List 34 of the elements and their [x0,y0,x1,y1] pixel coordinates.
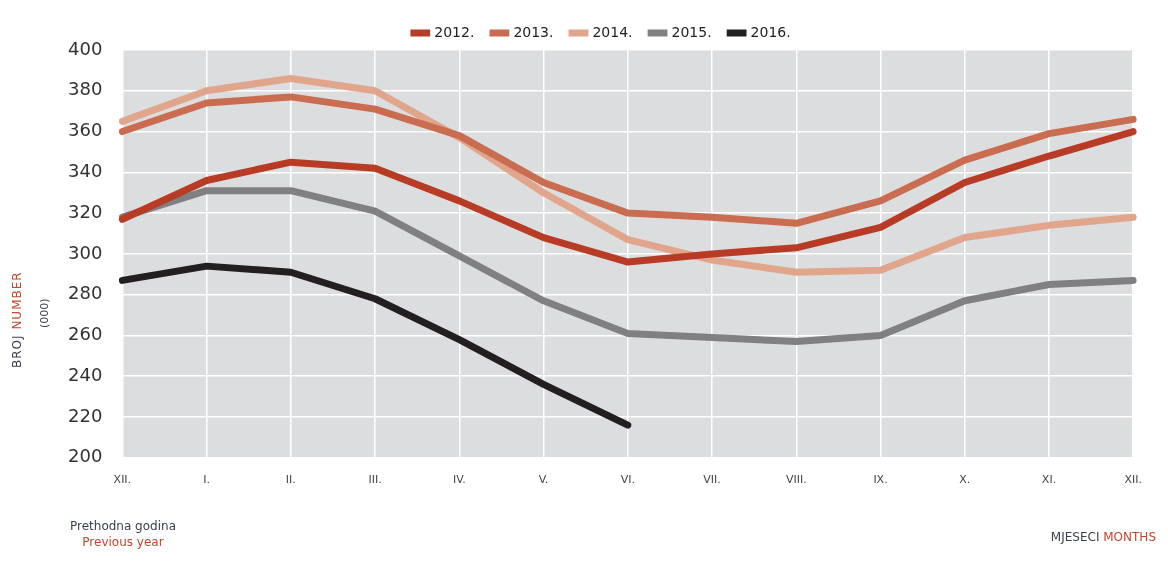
x-tick-label: XI. [1041,473,1057,487]
y-tick-label: 240 [68,363,103,385]
y-tick-label: 300 [68,241,103,263]
legend-label: 2014. [592,23,633,40]
x-tick-label: VIII. [785,473,807,487]
text: Previous year [81,534,165,550]
text: Prethodna godina [70,518,176,534]
x-tick-label: XII. [113,473,132,487]
y-tick-label: 280 [68,282,103,304]
x-tick-label: VI. [620,473,635,487]
x-tick-label: XII. [1124,473,1143,487]
y-tick-label: 320 [68,200,103,222]
x-tick-label: V. [538,473,549,487]
legend-label: 2012. [434,23,475,40]
y-tick-label: 360 [68,119,103,141]
y-tick-label: 200 [68,445,103,467]
x-tick-label: IX. [873,473,888,487]
x-tick-label: I. [203,473,210,487]
x-axis-title: MJESECI MONTHS [1050,530,1156,544]
y-tick-label: 220 [68,404,103,426]
legend-label: 2016. [750,23,791,40]
x-tick-label: III. [368,473,382,487]
x-tick-label: VII. [703,473,721,487]
x-tick-label: X. [959,473,971,487]
legend-label: 2013. [513,23,554,40]
y-tick-label: 400 [68,37,103,59]
x-tick-label: II. [285,473,296,487]
y-tick-label: 340 [68,160,103,182]
y-tick-label: 380 [68,78,103,100]
y-tick-label: 260 [68,323,103,345]
text: (000) [38,298,51,328]
x-tick-label: IV. [452,473,466,487]
legend-label: 2015. [671,23,712,40]
y-axis-title: BROJ NUMBER [10,271,24,368]
